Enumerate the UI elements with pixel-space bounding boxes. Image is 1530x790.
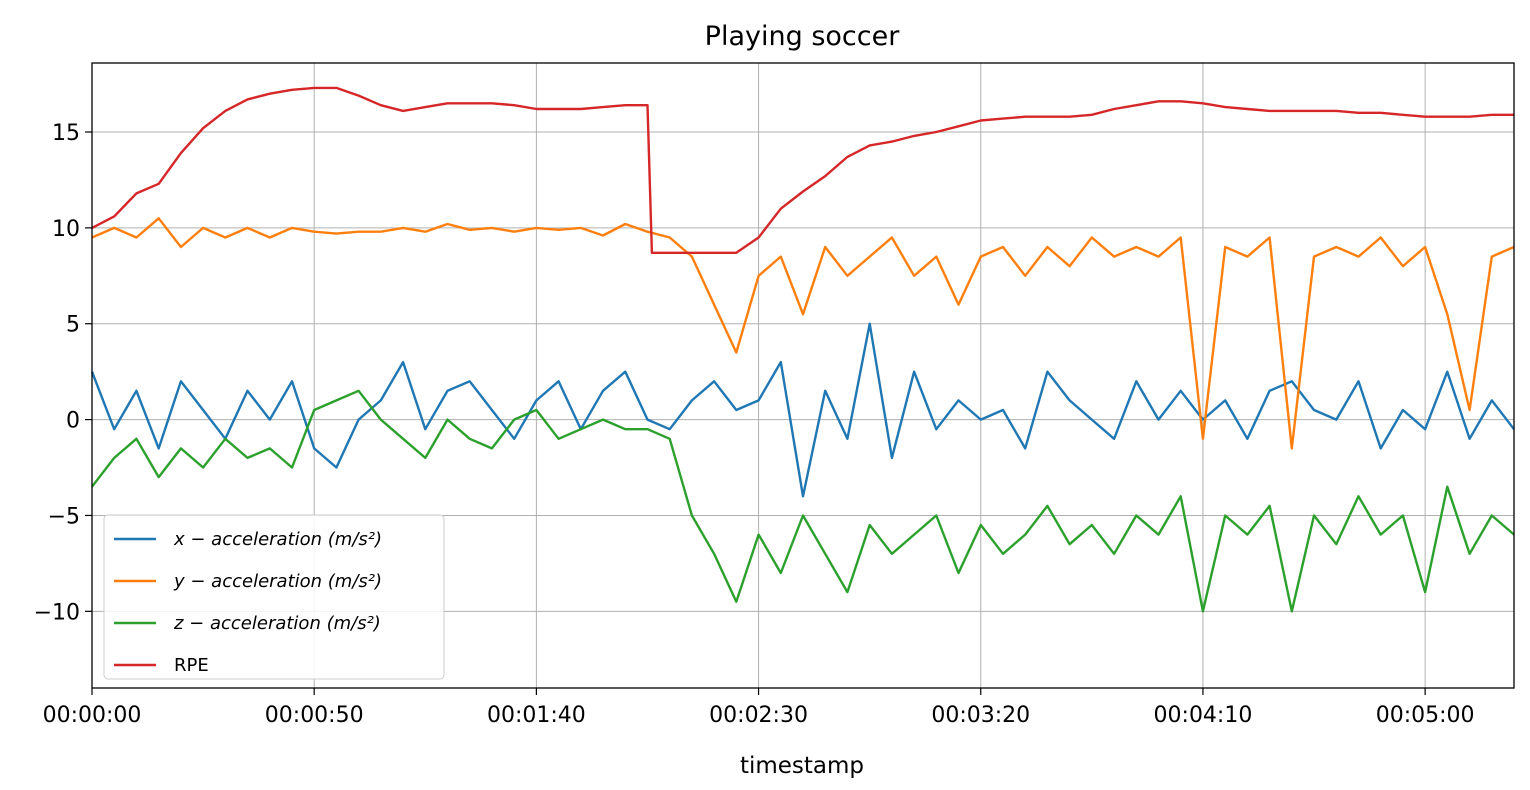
y-tick-label: 0 <box>66 409 80 434</box>
x-tick-label: 00:00:00 <box>43 703 142 728</box>
axis-ticks: 00:00:00 00:00:50 00:01:40 00:02:30 00:03:20… <box>34 121 1475 728</box>
x-tick-label: 00:03:20 <box>931 703 1030 728</box>
y-tick-label: 15 <box>52 121 80 146</box>
rpe-line <box>91 86 1514 255</box>
y-tick-label: −10 <box>34 600 80 625</box>
y-tick-label: −5 <box>48 504 80 529</box>
x-tick-label: 00:02:30 <box>709 703 808 728</box>
plot-frame <box>91 62 1515 689</box>
x-tick-label: 00:05:00 <box>1376 703 1475 728</box>
x-tick-label: 00:04:10 <box>1154 703 1253 728</box>
chart-title: Playing soccer <box>705 21 901 52</box>
y-tick-label: 10 <box>52 217 80 242</box>
y-tick-label: 5 <box>66 313 80 338</box>
y-acceleration-line <box>91 217 1515 450</box>
x-acceleration-line <box>90 322 1515 498</box>
z-acceleration-line <box>91 389 1515 613</box>
legend-item-z-acceleration-label: z − acceleration (m/s²) <box>173 613 381 634</box>
legend-item-x-acceleration-label: x − acceleration (m/s²) <box>173 529 382 550</box>
x-tick-label: 00:01:40 <box>487 703 586 728</box>
x-tick-label: 00:00:50 <box>265 703 364 728</box>
legend: x − acceleration (m/s²) y − acceleration … <box>103 514 445 680</box>
legend-box <box>103 514 445 680</box>
x-axis-label: timestamp <box>740 753 864 779</box>
legend-item-y-acceleration-label: y − acceleration (m/s²) <box>173 571 382 592</box>
series-lines <box>90 86 1515 613</box>
legend-item-rpe-label: RPE <box>174 655 209 676</box>
